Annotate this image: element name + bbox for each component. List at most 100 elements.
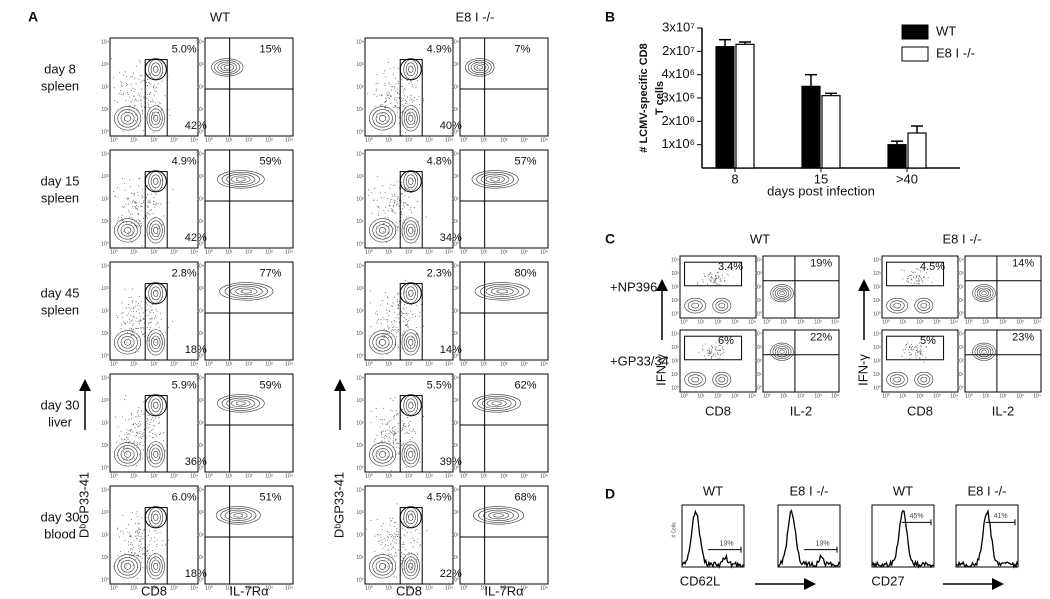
event-dot — [711, 345, 713, 347]
quadrant-percent: 77% — [260, 268, 282, 280]
event-dot — [142, 189, 144, 191]
y-tick-label: 10⁰ — [356, 241, 364, 247]
x-tick-label: 10⁰ — [110, 249, 118, 255]
event-dot — [149, 431, 151, 433]
contour — [974, 344, 994, 359]
event-dot — [135, 114, 137, 115]
event-dot — [146, 549, 148, 551]
event-dot — [410, 94, 412, 96]
event-dot — [376, 435, 378, 436]
y-tick-label: 10³ — [356, 62, 364, 68]
event-dot — [139, 205, 141, 207]
x-tick-label: 10⁰ — [205, 137, 213, 143]
y-tick-label: 10² — [101, 532, 109, 538]
y-tick-label: 10³ — [101, 510, 109, 516]
event-dot — [377, 176, 379, 178]
plot-frame — [762, 329, 840, 393]
x-tick-label: 10⁴ — [748, 393, 756, 399]
y-tick-label: 10² — [101, 308, 109, 314]
event-dot — [406, 444, 408, 446]
event-dot — [130, 320, 132, 322]
x-tick-label: 10³ — [814, 393, 822, 399]
y-tick-label: 3x10⁷ — [662, 19, 695, 34]
x-tick-label: 10² — [245, 361, 253, 367]
event-dot — [394, 542, 396, 544]
event-dot — [397, 308, 399, 309]
event-dot — [388, 549, 390, 551]
event-dot — [127, 544, 129, 546]
event-dot — [423, 98, 424, 100]
y-tick-label: 10³ — [196, 286, 204, 292]
event-dot — [715, 349, 717, 351]
y-tick-label: 10¹ — [451, 555, 459, 561]
event-dot — [141, 224, 142, 226]
event-dot — [417, 413, 419, 415]
y-tick-label: 10⁰ — [451, 353, 459, 359]
event-dot — [133, 423, 135, 425]
event-dot — [148, 99, 149, 101]
event-dot — [137, 416, 139, 418]
x-axis-label: CD62L — [680, 573, 720, 588]
event-dot — [143, 335, 145, 337]
x-tick-label: 10² — [916, 319, 924, 325]
event-dot — [133, 91, 135, 93]
y-tick-label: 10¹ — [956, 372, 964, 378]
event-dot — [416, 559, 418, 560]
event-dot — [394, 104, 396, 106]
y-tick-label: 10¹ — [101, 219, 109, 225]
event-dot — [150, 537, 152, 539]
event-dot — [381, 529, 383, 531]
event-dot — [134, 305, 136, 307]
contour — [146, 329, 165, 356]
event-dot — [383, 319, 385, 321]
quadrant-percent: 15% — [260, 44, 282, 56]
event-dot — [139, 551, 141, 553]
event-dot — [398, 220, 400, 222]
event-dot — [115, 442, 117, 444]
event-dot — [154, 525, 156, 527]
event-dot — [918, 280, 920, 282]
event-dot — [136, 442, 138, 444]
event-dot — [394, 87, 396, 89]
event-dot — [417, 80, 419, 82]
y-tick-label: 10⁰ — [101, 241, 109, 247]
panel-label: C — [605, 231, 615, 247]
event-dot — [152, 312, 154, 314]
event-dot — [135, 99, 137, 101]
event-dot — [405, 549, 407, 551]
y-tick-label: 10⁴ — [873, 331, 881, 337]
event-dot — [409, 420, 411, 422]
y-tick-label: 10¹ — [873, 298, 881, 304]
event-dot — [386, 120, 388, 122]
contour — [153, 513, 159, 521]
event-dot — [394, 99, 396, 101]
event-dot — [393, 442, 394, 443]
contour — [221, 396, 260, 411]
event-dot — [376, 534, 378, 536]
event-dot — [411, 552, 413, 554]
event-dot — [140, 93, 142, 95]
event-dot — [403, 534, 405, 536]
event-dot — [392, 517, 394, 519]
event-dot — [136, 515, 138, 517]
event-dot — [389, 426, 390, 428]
y-tick-label: 10² — [196, 196, 204, 202]
y-tick-label: 10⁰ — [196, 465, 204, 471]
x-tick-label: 10⁴ — [445, 249, 453, 255]
event-dot — [130, 430, 132, 432]
contour — [120, 560, 135, 573]
event-dot — [134, 201, 136, 203]
event-dot — [147, 456, 149, 458]
y-tick-label: 10³ — [196, 62, 204, 68]
contour — [473, 506, 525, 525]
event-dot — [156, 321, 158, 323]
event-dot — [123, 320, 125, 322]
event-dot — [398, 452, 399, 454]
event-dot — [384, 545, 386, 547]
contour — [691, 302, 700, 309]
gate-percent: 18% — [185, 568, 207, 580]
event-dot — [147, 85, 149, 87]
event-dot — [395, 536, 396, 538]
event-dot — [920, 346, 922, 348]
contour — [114, 330, 142, 355]
